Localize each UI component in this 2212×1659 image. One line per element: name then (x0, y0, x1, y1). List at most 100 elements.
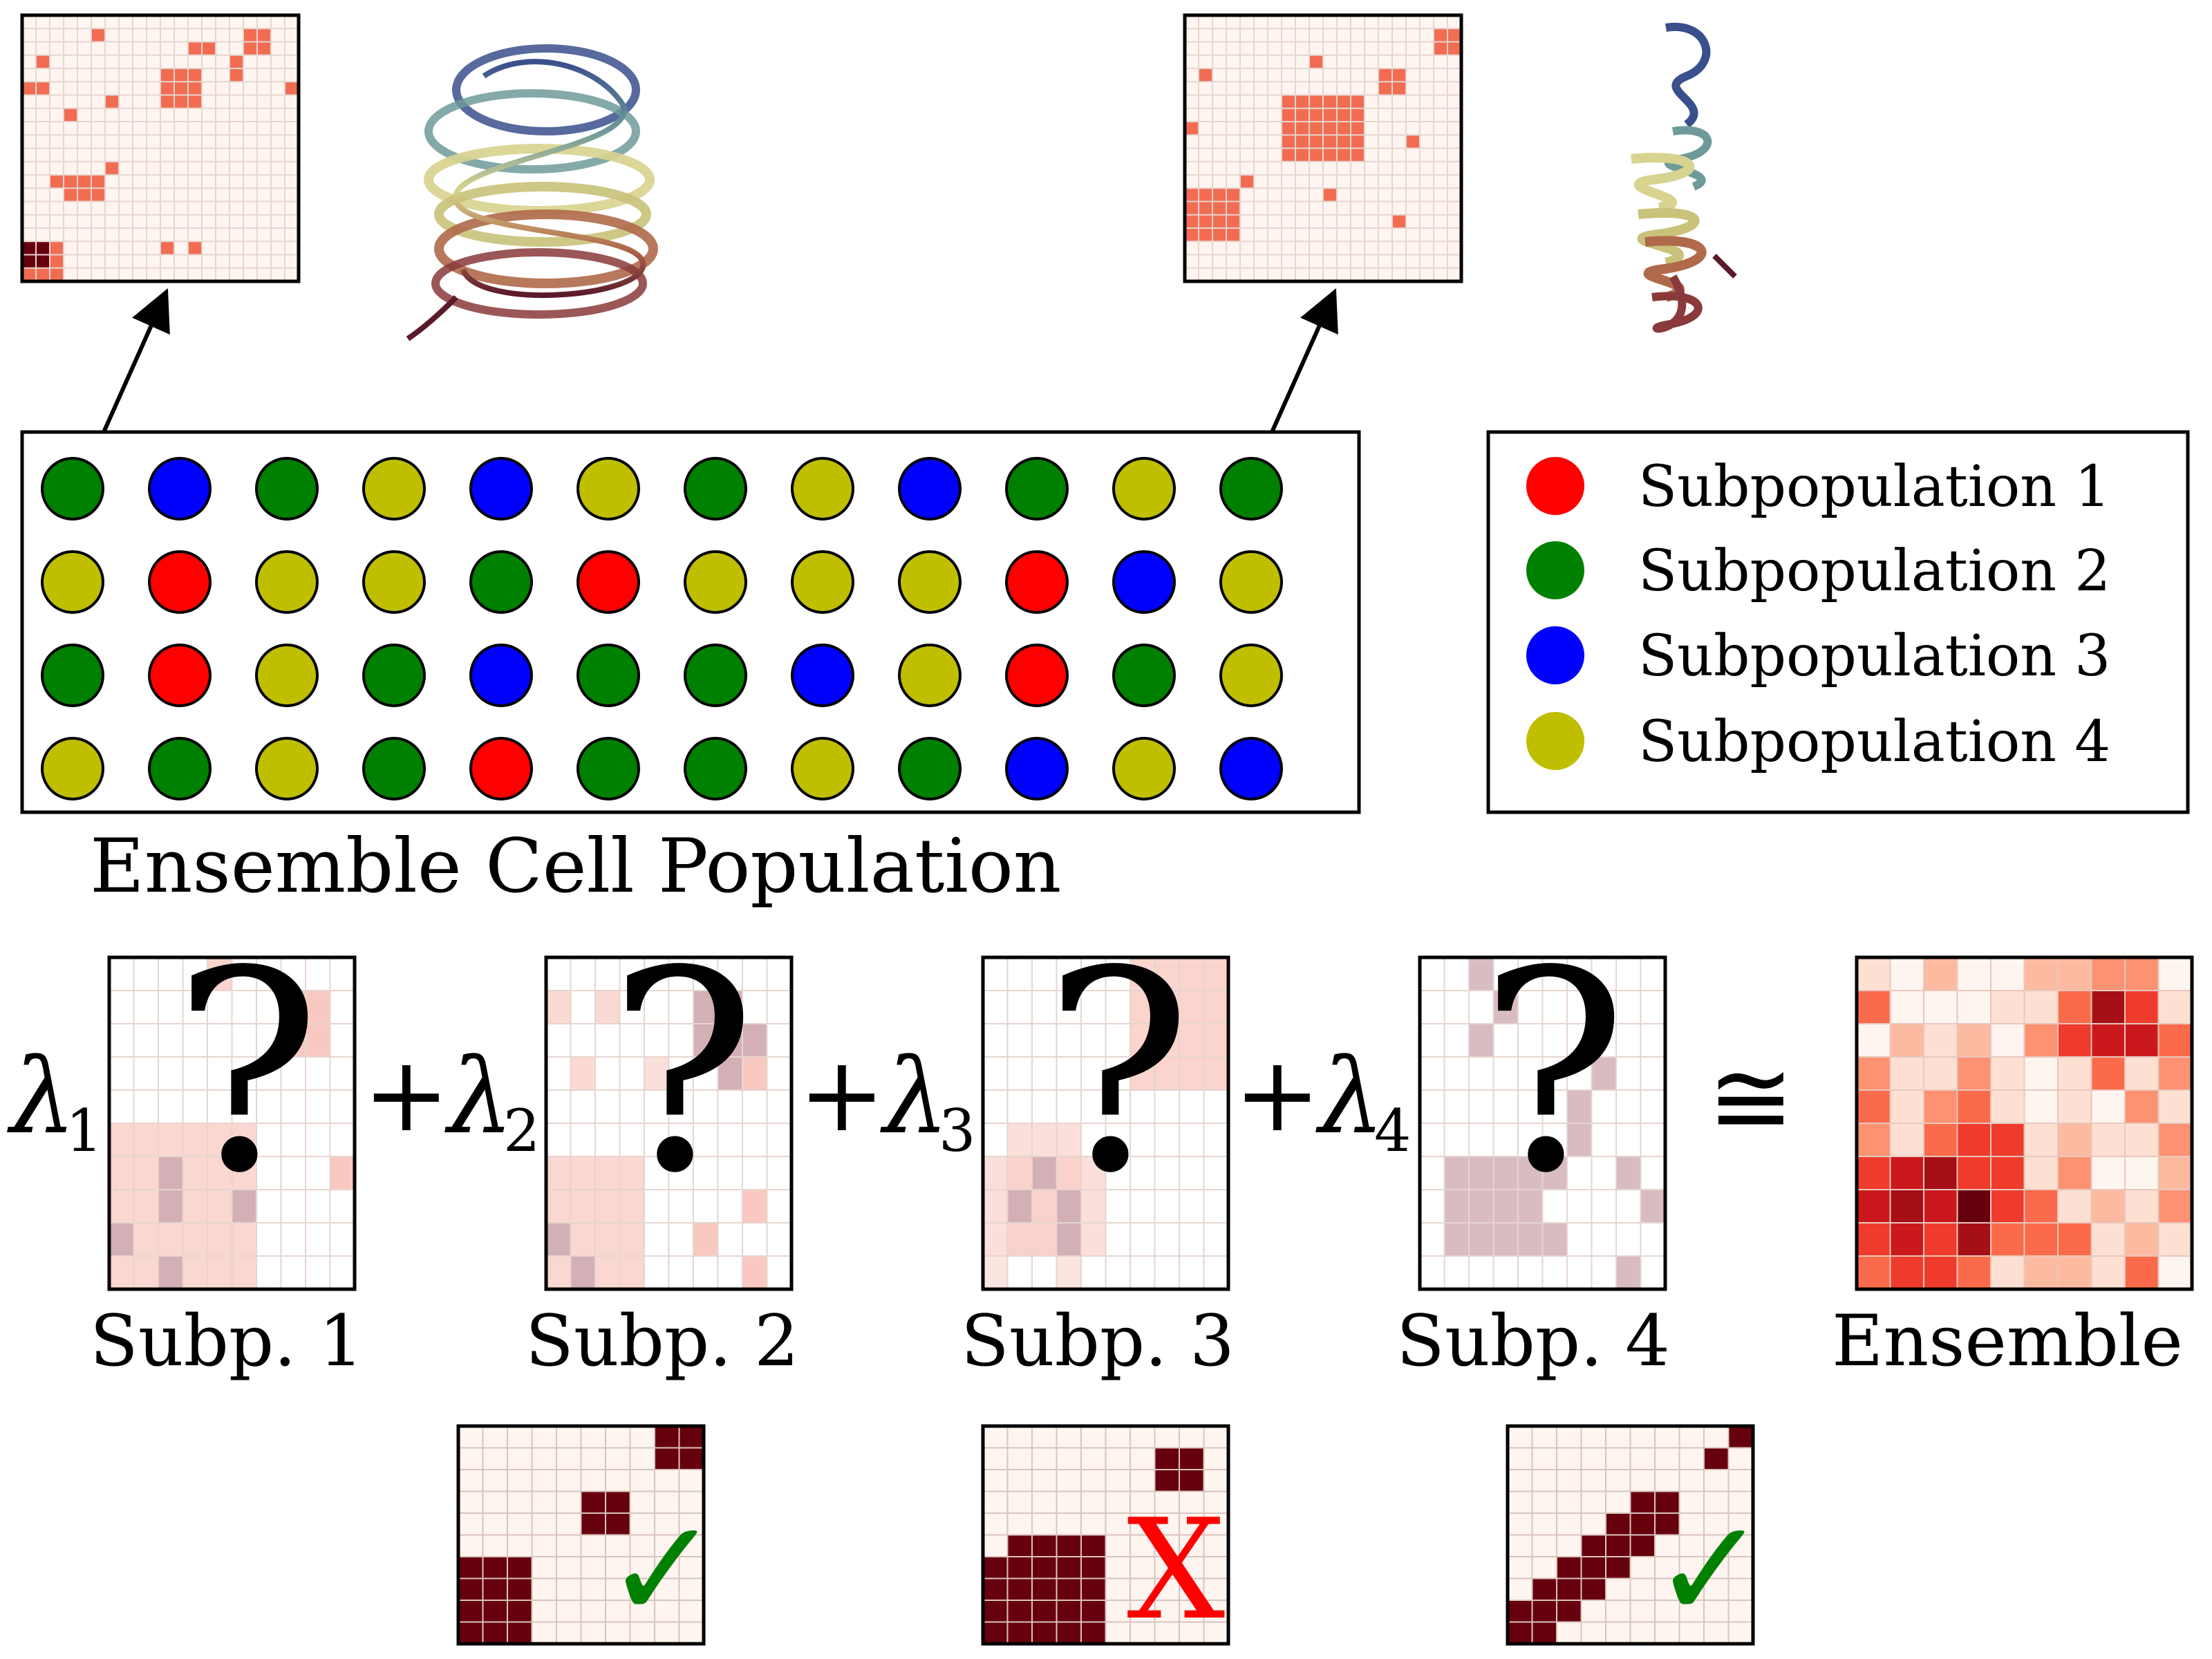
map-cell (1032, 1156, 1057, 1190)
map-cell (1957, 991, 1991, 1024)
map-cell (546, 1223, 571, 1256)
map-cell (1924, 1057, 1958, 1090)
map-frame (20, 13, 301, 283)
map-cell (595, 991, 620, 1024)
map-cell (1056, 1256, 1081, 1289)
cell (684, 550, 747, 614)
checkmark-icon: ✓ (1652, 1490, 1768, 1651)
map-cell (105, 95, 119, 109)
subp-label-1: Subp. 1 (90, 1300, 364, 1382)
map-cell (1957, 1256, 1991, 1289)
plus-operator: + (798, 1035, 885, 1155)
map-cell (1890, 1024, 1924, 1057)
map-cell (1857, 1256, 1891, 1289)
cell (898, 457, 962, 521)
map-cell (50, 175, 64, 189)
map-cell (188, 241, 202, 255)
cell (469, 644, 533, 707)
map-cell (742, 1190, 767, 1223)
subpopulation-map-4 (1418, 955, 1667, 1291)
map-cell (983, 1256, 1008, 1289)
map-cell (2158, 1024, 2192, 1057)
lambda-subscript: 4 (1374, 1097, 1411, 1165)
map-cell (2125, 1256, 2159, 1289)
map-cell (1890, 991, 1924, 1024)
map-cell (2024, 1190, 2058, 1223)
map-cell (36, 82, 50, 95)
map-cell (160, 68, 202, 109)
map-cell (1924, 957, 1958, 991)
map-cell (2158, 957, 2192, 991)
map-cell (1991, 1057, 2025, 1090)
map-cell (644, 1057, 669, 1090)
map-frame (1506, 1424, 1755, 1646)
map-cell (1857, 1190, 1891, 1223)
lambda-symbol: λ (7, 1037, 76, 1157)
map-cell (285, 82, 299, 95)
plus-operator: + (1234, 1035, 1321, 1155)
map-cell (2091, 957, 2125, 991)
map-frame (1855, 955, 2194, 1291)
candidate-map-right (1506, 1424, 1755, 1646)
cell (41, 737, 104, 800)
top-contact-map-right (1183, 13, 1463, 283)
cell (362, 550, 426, 614)
map-cell (1957, 1223, 1991, 1256)
ensemble-label: Ensemble (1832, 1300, 2183, 1382)
map-cell (1616, 1256, 1641, 1289)
map-cell (2091, 991, 2125, 1024)
map-cell (2158, 1256, 2192, 1289)
question-mark: ? (173, 912, 321, 1234)
map-cell (2158, 1223, 2192, 1256)
map-cell (1007, 1190, 1032, 1223)
map-cell (2125, 1190, 2159, 1223)
map-cell (1890, 1223, 1924, 1256)
map-frame (107, 955, 357, 1291)
plus-operator: + (363, 1035, 450, 1155)
map-cell (105, 161, 119, 175)
map-cell (1857, 991, 1891, 1024)
cell (577, 737, 640, 800)
cell (255, 644, 319, 707)
map-cell (160, 241, 174, 255)
map-cell (1056, 1223, 1081, 1256)
map-cell (229, 55, 243, 68)
map-cell (1857, 1090, 1891, 1123)
map-cell (1890, 1090, 1924, 1123)
cell (1005, 457, 1069, 521)
cell (577, 457, 640, 521)
map-frame (544, 955, 794, 1291)
map-cell (1857, 1156, 1891, 1190)
population-label: Ensemble Cell Population (90, 823, 1061, 910)
cell (469, 550, 533, 614)
map-cell (2158, 1090, 2192, 1123)
map-cell (1991, 1024, 2025, 1057)
protein-structure-icon (1631, 22, 1737, 333)
map-cell (1924, 1190, 1958, 1223)
legend-label: Subpopulation 1 (1638, 454, 2110, 520)
ensemble-map (1855, 955, 2194, 1291)
map-cell (2125, 1223, 2159, 1256)
subp-label-2: Subp. 2 (525, 1300, 799, 1382)
map-cell (1640, 1190, 1665, 1223)
legend-item-1: Subpopulation 1 (1526, 454, 2110, 520)
cell (684, 737, 747, 800)
cell (684, 644, 747, 707)
map-frame (981, 955, 1230, 1291)
legend-label: Subpopulation 3 (1638, 624, 2110, 689)
map-cell (2091, 1256, 2125, 1289)
map-cell (2158, 1123, 2192, 1156)
map-cell (158, 1256, 183, 1289)
map-cell (1991, 991, 2025, 1024)
map-cell (2125, 957, 2159, 991)
question-mark: ? (1044, 912, 1192, 1234)
question-mark: ? (1479, 912, 1627, 1234)
cell (1005, 737, 1069, 800)
cell (1112, 737, 1176, 800)
cell (41, 550, 104, 614)
cell (1112, 457, 1176, 521)
map-cell (1924, 991, 1958, 1024)
map-cell (742, 1256, 767, 1289)
map-cell (2158, 1190, 2192, 1223)
legend-item-4: Subpopulation 4 (1526, 709, 2110, 775)
